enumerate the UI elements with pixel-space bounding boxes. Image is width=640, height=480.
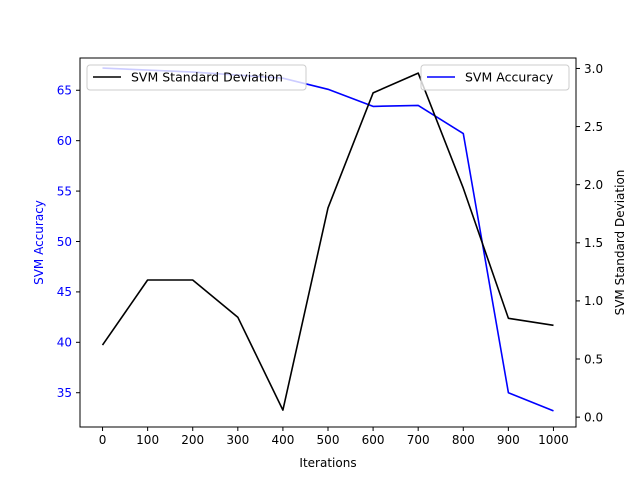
series-line-std (101, 72, 554, 411)
y-axis-left-label: SVM Accuracy (32, 200, 46, 285)
y-right-tick-label: 1.5 (584, 236, 603, 250)
y-right-tick-label: 0.0 (584, 410, 603, 424)
x-tick-label: 700 (407, 433, 430, 447)
y-axis-left: 35 40 45 50 55 60 65 (57, 84, 80, 400)
x-axis: 0 100 200 300 400 500 600 700 800 900 1000 (99, 427, 569, 447)
x-tick-label: 800 (452, 433, 475, 447)
y-right-tick-label: 2.5 (584, 120, 603, 134)
x-tick-label: 100 (136, 433, 159, 447)
legend-accuracy-frame (420, 64, 570, 91)
x-tick-label: 1000 (538, 433, 569, 447)
x-tick-label: 300 (226, 433, 249, 447)
y-right-tick-label: 1.0 (584, 294, 603, 308)
x-tick-label: 400 (271, 433, 294, 447)
legend-std: SVM Standard Deviation (86, 64, 307, 91)
x-tick-label: 900 (497, 433, 520, 447)
y-axis-right-label: SVM Standard Deviation (613, 170, 627, 316)
y-left-tick-label: 40 (57, 336, 72, 350)
y-left-tick-label: 50 (57, 235, 72, 249)
y-left-tick-label: 60 (57, 134, 72, 148)
x-tick-label: 500 (317, 433, 340, 447)
y-left-tick-label: 55 (57, 184, 72, 198)
y-left-tick-label: 45 (57, 285, 72, 299)
y-left-tick-label: 65 (57, 84, 72, 98)
x-tick-label: 0 (99, 433, 107, 447)
legend-std-frame (86, 64, 307, 91)
x-tick-label: 200 (181, 433, 204, 447)
x-axis-label: Iterations (299, 456, 356, 470)
legend-accuracy-label: SVM Accuracy (465, 70, 554, 85)
legend-std-label: SVM Standard Deviation (131, 70, 283, 85)
y-axis-right: 0.0 0.5 1.0 1.5 2.0 2.5 3.0 (576, 62, 603, 424)
legend-accuracy: SVM Accuracy (420, 64, 570, 91)
y-right-tick-label: 0.5 (584, 352, 603, 366)
y-left-tick-label: 35 (57, 386, 72, 400)
x-tick-label: 600 (362, 433, 385, 447)
y-right-tick-label: 3.0 (584, 62, 603, 76)
y-right-tick-label: 2.0 (584, 178, 603, 192)
